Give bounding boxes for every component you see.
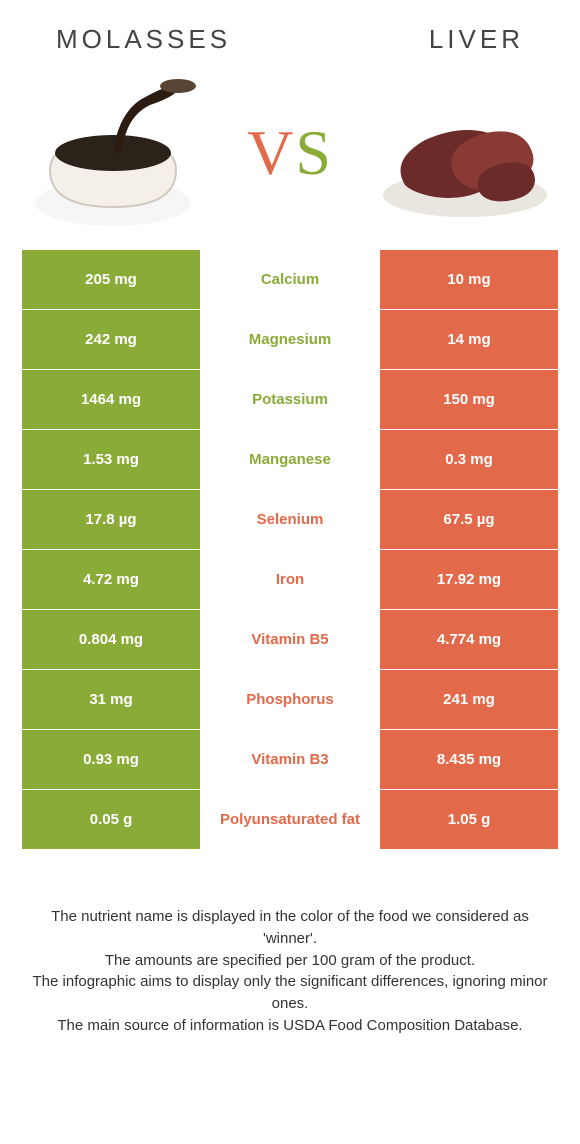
left-value: 205 mg bbox=[22, 250, 200, 309]
left-value: 0.804 mg bbox=[22, 610, 200, 669]
left-value: 31 mg bbox=[22, 670, 200, 729]
table-row: 0.05 gPolyunsaturated fat1.05 g bbox=[22, 790, 558, 850]
right-value: 17.92 mg bbox=[380, 550, 558, 609]
table-row: 0.93 mgVitamin B38.435 mg bbox=[22, 730, 558, 790]
right-value: 14 mg bbox=[380, 310, 558, 369]
nutrient-label: Polyunsaturated fat bbox=[200, 790, 380, 849]
footnote: The nutrient name is displayed in the co… bbox=[28, 906, 552, 1037]
right-value: 8.435 mg bbox=[380, 730, 558, 789]
footnote-line: The main source of information is USDA F… bbox=[28, 1015, 552, 1037]
right-food-title: LIVER bbox=[429, 24, 524, 55]
liver-image bbox=[375, 75, 550, 230]
hero-row: VS bbox=[0, 67, 580, 250]
nutrient-label: Selenium bbox=[200, 490, 380, 549]
nutrient-label: Vitamin B3 bbox=[200, 730, 380, 789]
right-value: 241 mg bbox=[380, 670, 558, 729]
right-value: 150 mg bbox=[380, 370, 558, 429]
right-value: 1.05 g bbox=[380, 790, 558, 849]
nutrient-table: 205 mgCalcium10 mg242 mgMagnesium14 mg14… bbox=[22, 250, 558, 850]
nutrient-label: Phosphorus bbox=[200, 670, 380, 729]
nutrient-label: Iron bbox=[200, 550, 380, 609]
right-value: 4.774 mg bbox=[380, 610, 558, 669]
left-value: 0.93 mg bbox=[22, 730, 200, 789]
left-food-title: MOLASSES bbox=[56, 24, 231, 55]
nutrient-label: Calcium bbox=[200, 250, 380, 309]
header: MOLASSES LIVER bbox=[0, 0, 580, 67]
table-row: 17.8 µgSelenium67.5 µg bbox=[22, 490, 558, 550]
left-value: 1.53 mg bbox=[22, 430, 200, 489]
left-value: 17.8 µg bbox=[22, 490, 200, 549]
nutrient-label: Magnesium bbox=[200, 310, 380, 369]
nutrient-label: Manganese bbox=[200, 430, 380, 489]
left-value: 4.72 mg bbox=[22, 550, 200, 609]
footnote-line: The nutrient name is displayed in the co… bbox=[28, 906, 552, 950]
molasses-image bbox=[30, 75, 205, 230]
table-row: 1.53 mgManganese0.3 mg bbox=[22, 430, 558, 490]
right-value: 0.3 mg bbox=[380, 430, 558, 489]
vs-v: V bbox=[247, 117, 295, 188]
left-value: 0.05 g bbox=[22, 790, 200, 849]
right-value: 67.5 µg bbox=[380, 490, 558, 549]
table-row: 31 mgPhosphorus241 mg bbox=[22, 670, 558, 730]
left-value: 242 mg bbox=[22, 310, 200, 369]
table-row: 0.804 mgVitamin B54.774 mg bbox=[22, 610, 558, 670]
table-row: 242 mgMagnesium14 mg bbox=[22, 310, 558, 370]
table-row: 1464 mgPotassium150 mg bbox=[22, 370, 558, 430]
right-value: 10 mg bbox=[380, 250, 558, 309]
table-row: 4.72 mgIron17.92 mg bbox=[22, 550, 558, 610]
nutrient-label: Potassium bbox=[200, 370, 380, 429]
nutrient-label: Vitamin B5 bbox=[200, 610, 380, 669]
vs-label: VS bbox=[247, 116, 333, 190]
left-value: 1464 mg bbox=[22, 370, 200, 429]
table-row: 205 mgCalcium10 mg bbox=[22, 250, 558, 310]
footnote-line: The amounts are specified per 100 gram o… bbox=[28, 950, 552, 972]
footnote-line: The infographic aims to display only the… bbox=[28, 971, 552, 1015]
vs-s: S bbox=[295, 117, 333, 188]
